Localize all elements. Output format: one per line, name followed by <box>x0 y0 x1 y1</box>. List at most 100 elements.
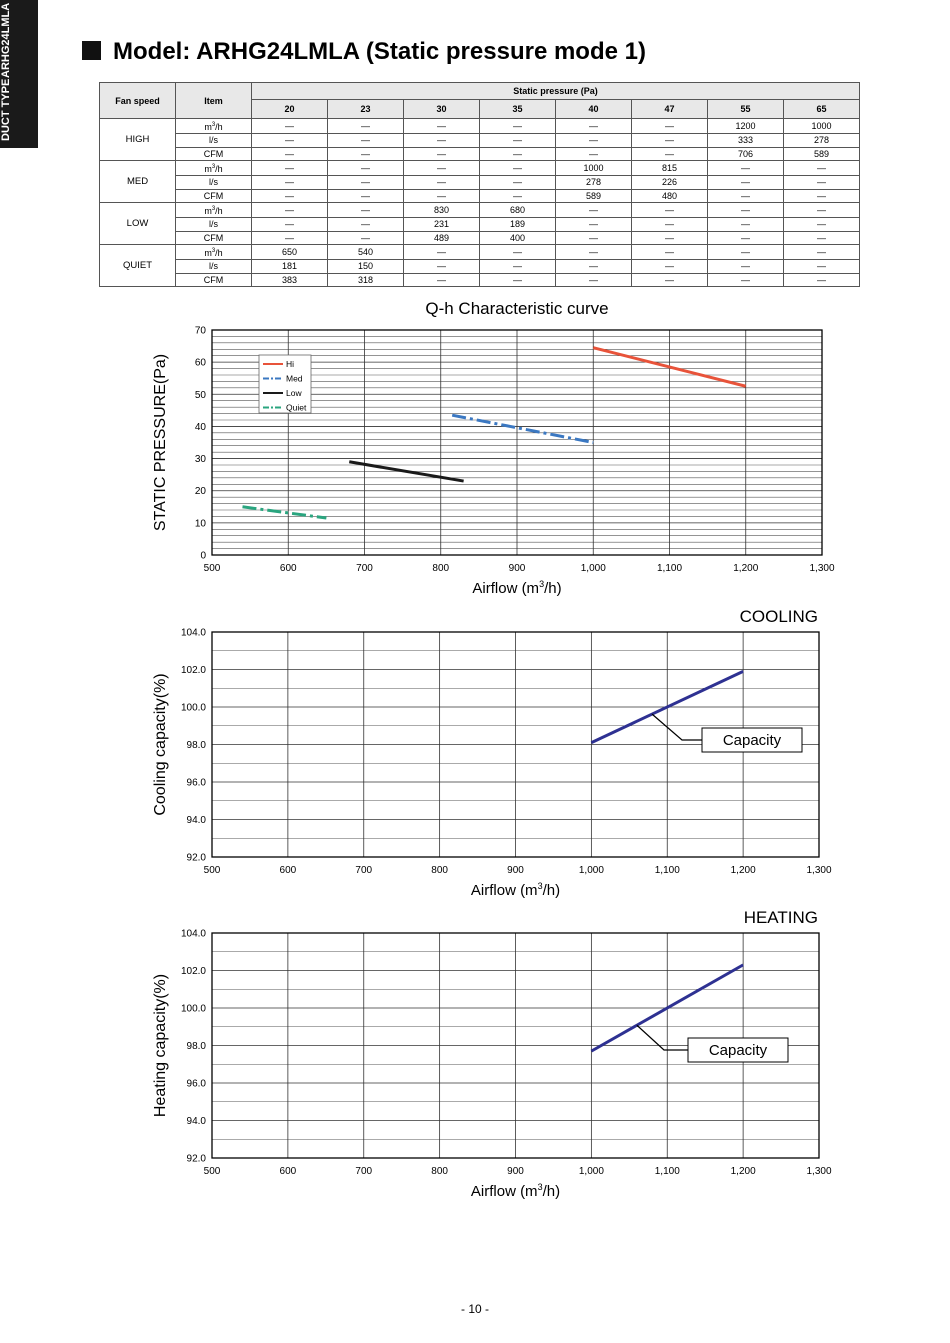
pressure-header: 30 <box>403 99 480 119</box>
fan-speed-cell: HIGH <box>99 118 176 161</box>
x-tick-label: 500 <box>204 1166 221 1177</box>
value-cell: — <box>479 259 556 274</box>
y-tick-label: 100.0 <box>181 1004 206 1015</box>
y-tick-label: 92.0 <box>187 853 207 864</box>
x-tick-label: 1,000 <box>581 563 606 574</box>
x-tick-label: 600 <box>280 1166 297 1177</box>
y-tick-label: 102.0 <box>181 665 206 676</box>
x-tick-label: 1,300 <box>806 865 831 876</box>
series-line-hi <box>592 346 747 388</box>
value-cell: — <box>403 259 480 274</box>
callout-box <box>701 727 803 753</box>
legend-label: Low <box>286 388 302 398</box>
fan-speed-cell: LOW <box>99 202 176 245</box>
x-tick-label: 1,200 <box>733 563 758 574</box>
chart-title: HEATING <box>744 908 818 927</box>
value-cell: — <box>555 272 632 287</box>
fan-speed-cell: MED <box>99 160 176 203</box>
chart-title: Q-h Characteristic curve <box>425 299 608 318</box>
callout-leader <box>636 1024 688 1051</box>
x-tick-label: 700 <box>355 1166 372 1177</box>
y-tick-label: 98.0 <box>187 1041 207 1052</box>
value-cell: — <box>783 202 860 218</box>
table-row: HIGH m3/h — — — — — —1200 1000 <box>99 118 860 161</box>
table-row: l/s 181 150— — — — — — <box>100 259 860 274</box>
x-tick-label: 800 <box>431 1166 448 1177</box>
x-tick-label: 900 <box>507 865 524 876</box>
table-row: CFM — —489 400— — — — <box>100 230 860 245</box>
static-pressure-table: Fan speed Item Static pressure (Pa) 20 23 30 3… <box>99 82 860 287</box>
y-tick-label: 98.0 <box>187 740 207 751</box>
pressure-header: 35 <box>479 99 556 119</box>
page-title: Model: ARHG24LMLA (Static pressure mode … <box>82 38 646 66</box>
legend-label: Quiet <box>286 403 307 413</box>
y-tick-label: 102.0 <box>181 966 206 977</box>
x-tick-label: 1,200 <box>731 1166 756 1177</box>
y-axis-label: Heating capacity(%) <box>152 974 169 1117</box>
page-title-text: Model: ARHG24LMLA (Static pressure mode … <box>113 38 646 65</box>
x-tick-label: 600 <box>280 865 297 876</box>
value-cell: — <box>327 160 404 176</box>
value-cell: — <box>403 272 480 287</box>
y-tick-label: 10 <box>195 518 207 529</box>
value-cell: — <box>631 272 708 287</box>
value-cell: — <box>403 160 480 176</box>
callout-label: Capacity <box>723 732 782 749</box>
y-tick-label: 104.0 <box>181 929 206 940</box>
y-tick-label: 40 <box>195 422 207 433</box>
x-tick-label: 1,200 <box>731 865 756 876</box>
x-tick-label: 1,100 <box>655 1166 680 1177</box>
value-cell: — <box>707 259 784 274</box>
series-line-med <box>451 413 594 444</box>
y-tick-label: 96.0 <box>187 778 207 789</box>
x-tick-label: 1,000 <box>579 1166 604 1177</box>
col-static-pressure: Static pressure (Pa) <box>251 82 860 100</box>
y-axis-label: STATIC PRESSURE(Pa) <box>152 354 169 531</box>
x-tick-label: 1,100 <box>657 563 682 574</box>
value-cell: — <box>783 259 860 274</box>
x-tick-label: 800 <box>431 865 448 876</box>
x-tick-label: 700 <box>355 865 372 876</box>
x-tick-label: 500 <box>204 865 221 876</box>
legend-label: Hi <box>286 359 294 369</box>
x-tick-label: 500 <box>204 563 221 574</box>
y-tick-label: 0 <box>200 551 206 562</box>
chart-title: COOLING <box>740 607 818 626</box>
x-tick-label: 900 <box>509 563 526 574</box>
value-cell: — <box>555 259 632 274</box>
value-cell: — <box>631 118 708 134</box>
value-cell: 181 <box>251 259 328 274</box>
table-row: CFM — — — —589 480— — <box>100 188 860 203</box>
table-row: CFM 383 318— — — — — — <box>100 272 860 287</box>
item-cell: m3/h <box>175 202 252 218</box>
value-cell: 1200 <box>707 118 784 134</box>
item-cell: m3/h <box>175 244 252 260</box>
x-tick-label: 700 <box>356 563 373 574</box>
value-cell: — <box>783 244 860 260</box>
x-tick-label: 1,000 <box>579 865 604 876</box>
table-row: QUIET m3/h 650 540— — — — — — <box>99 244 860 287</box>
callout-label: Capacity <box>709 1042 768 1059</box>
value-cell: — <box>555 202 632 218</box>
x-axis-label: Airflow (m3/h) <box>471 881 560 899</box>
square-bullet-icon <box>82 41 101 60</box>
y-tick-label: 30 <box>195 454 207 465</box>
value-cell: — <box>327 118 404 134</box>
y-tick-label: 70 <box>195 326 207 337</box>
value-cell: — <box>707 244 784 260</box>
x-tick-label: 900 <box>507 1166 524 1177</box>
y-tick-label: 96.0 <box>187 1079 207 1090</box>
value-cell: — <box>479 272 556 287</box>
table-row: LOW m3/h — —830 680— — — — <box>99 202 860 245</box>
plot-frame <box>211 932 820 1159</box>
x-axis-label: Airflow (m3/h) <box>471 1182 560 1200</box>
plot-frame <box>211 631 820 858</box>
value-cell: 1000 <box>783 118 860 134</box>
y-tick-label: 94.0 <box>187 1116 207 1127</box>
x-tick-label: 1,300 <box>809 563 834 574</box>
value-cell: — <box>631 244 708 260</box>
table-row: MED m3/h — — — —1000 815— — <box>99 160 860 203</box>
y-tick-label: 20 <box>195 486 207 497</box>
value-cell: — <box>783 160 860 176</box>
value-cell: 815 <box>631 160 708 176</box>
